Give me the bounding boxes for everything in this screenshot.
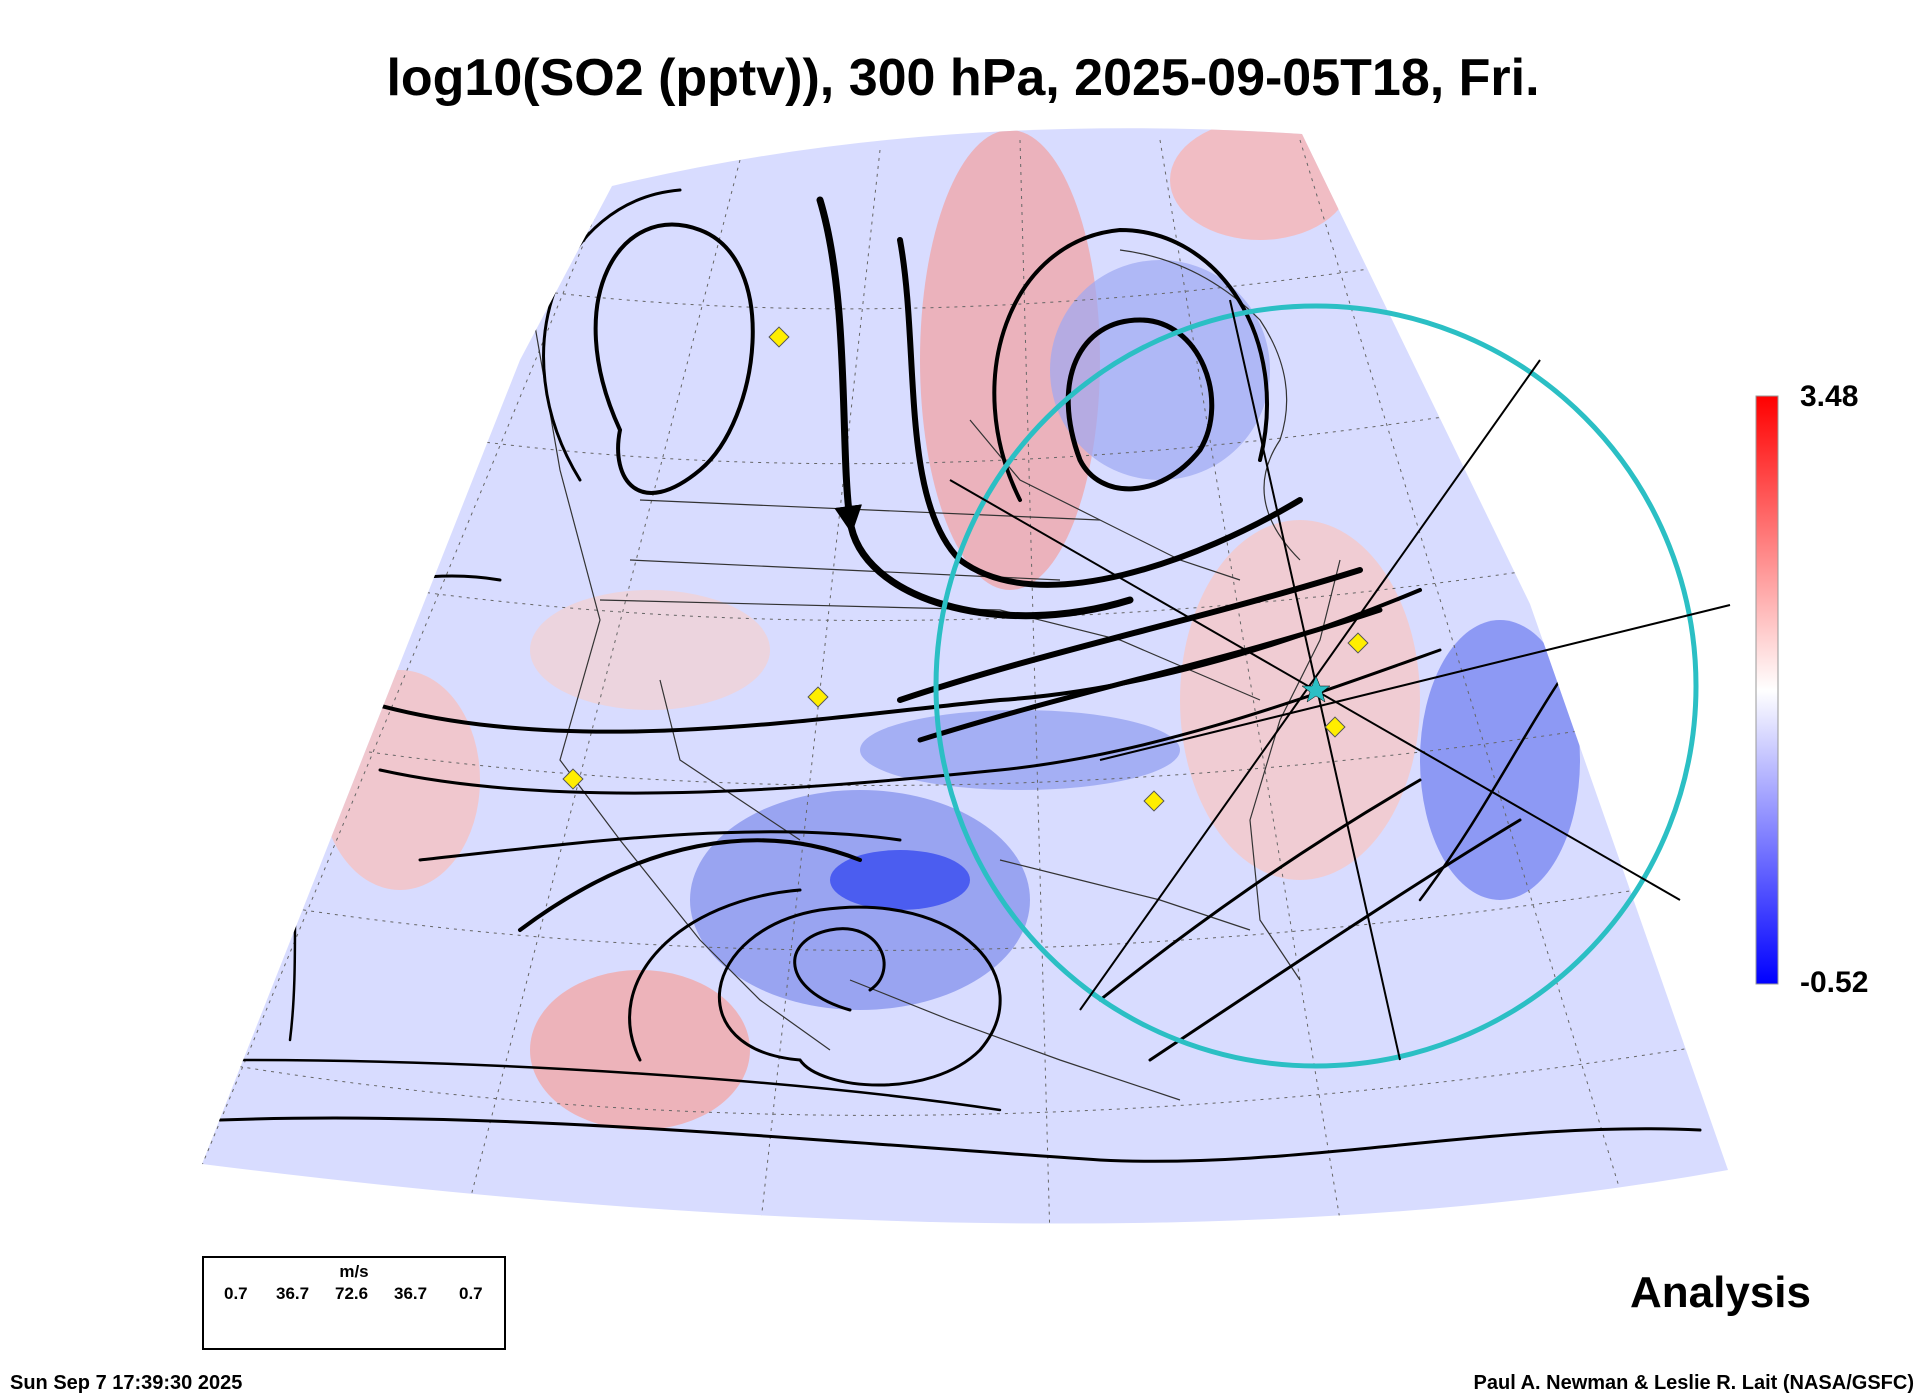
low-so2-patch	[830, 850, 970, 910]
station-diamond-icon	[1347, 632, 1369, 654]
station-diamond-icon	[807, 686, 829, 708]
center-star-icon	[1301, 675, 1331, 703]
cross-section-line	[1099, 604, 1731, 761]
cross-section-line	[1079, 359, 1541, 1011]
station-diamond-icon	[562, 768, 584, 790]
station-diamond-icon	[1143, 790, 1165, 812]
wind-speed-legend: m/s 0.7 36.7 72.6 36.7 0.7	[202, 1256, 506, 1350]
footer-timestamp: Sun Sep 7 17:39:30 2025	[10, 1372, 243, 1394]
plot-title: log10(SO2 (pptv)), 300 hPa, 2025-09-05T1…	[386, 49, 1540, 107]
colorbar-min-label: -0.52	[1800, 966, 1869, 999]
legend-value: 36.7	[394, 1284, 428, 1303]
high-so2-band	[920, 130, 1100, 590]
legend-value: 0.7	[459, 1284, 483, 1303]
footer-credit: Paul A. Newman & Leslie R. Lait (NASA/GS…	[1473, 1372, 1914, 1394]
wind-streamlines	[218, 188, 1702, 1163]
low-so2-patch	[1050, 260, 1270, 480]
legend-unit: m/s	[339, 1262, 369, 1281]
legend-value: 0.7	[224, 1284, 248, 1303]
high-so2-patch	[1170, 128, 1350, 240]
station-diamond-icon	[1324, 716, 1346, 738]
latlon-grid	[202, 139, 1728, 1224]
legend-value: 36.7	[276, 1284, 310, 1303]
analysis-label: Analysis	[1630, 1268, 1811, 1317]
trajectory-overlay	[933, 299, 1731, 1069]
high-so2-patch	[530, 970, 750, 1130]
station-diamond-icon	[768, 326, 790, 348]
low-so2-patch	[1420, 620, 1580, 900]
colorbar	[1755, 395, 1779, 985]
legend-value: 72.6	[335, 1284, 369, 1303]
high-so2-patch	[530, 590, 770, 710]
station-markers	[562, 326, 1369, 812]
colorbar-max-label: 3.48	[1800, 380, 1859, 413]
range-circle	[933, 303, 1699, 1069]
